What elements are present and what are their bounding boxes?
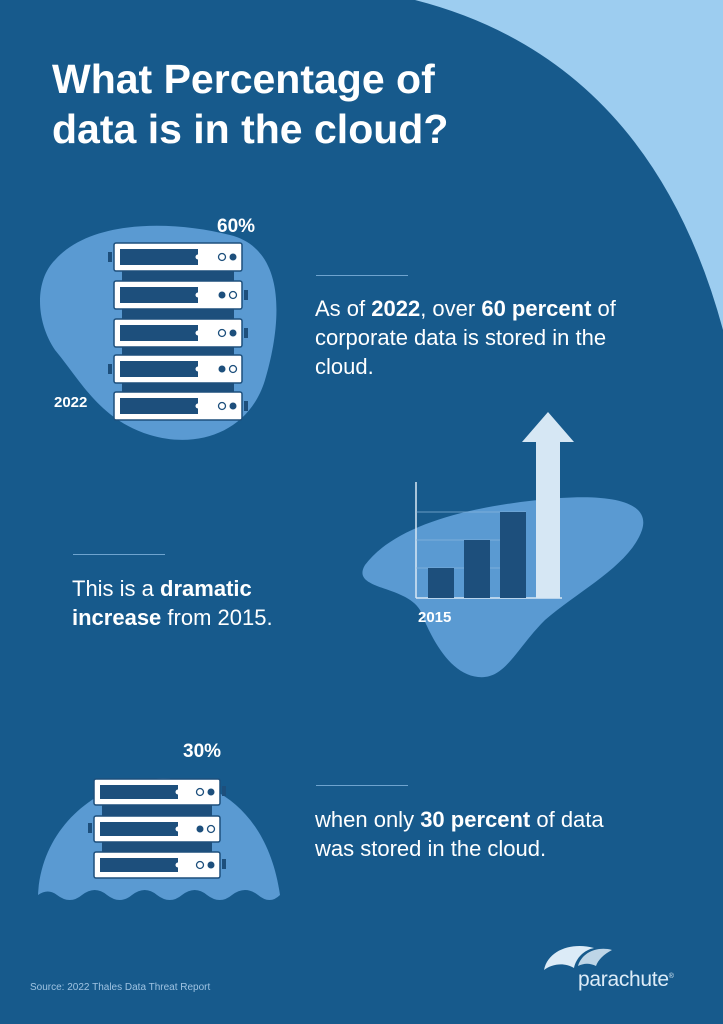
divider-increase [73, 554, 165, 555]
logo-registered-mark: ® [668, 973, 674, 980]
server-stack-2022 [108, 242, 248, 421]
text-increase: This is a dramatic increase from 2015. [72, 574, 322, 632]
text-2022-part: , over [420, 296, 482, 321]
text-2022-part: of corporate data is stored in the cloud… [315, 296, 616, 379]
text-2022-part: As of [315, 296, 372, 321]
year-label-2015-chart: 2015 [418, 609, 452, 626]
text-2015-bold-percent: 30 percent [420, 807, 531, 832]
text-2022-bold-percent: 60 percent [481, 296, 592, 321]
source-citation: Source: 2022 Thales Data Threat Report [30, 982, 211, 993]
server-stack-2015 [88, 778, 226, 879]
text-increase-bold: dramatic increase [72, 576, 252, 630]
divider-2022 [316, 275, 408, 276]
logo-name: parachute [578, 968, 669, 991]
year-label-2022: 2022 [54, 394, 88, 411]
growth-chart-icon [415, 412, 574, 599]
page-title: What Percentage of data is in the cloud? [52, 56, 449, 152]
percent-label-2022: 60% [217, 216, 256, 237]
text-2015-part: of data was stored in the cloud. [315, 807, 604, 861]
divider-2015 [316, 785, 408, 786]
text-2015: when only 30 percent of data was stored … [315, 805, 615, 863]
text-2022-bold-year: 2022 [371, 296, 421, 321]
text-increase-part: This is a [72, 576, 161, 601]
percent-label-2015: 30% [183, 741, 222, 762]
parachute-logo-text: parachute® [578, 968, 674, 992]
text-increase-part: from 2015. [161, 605, 273, 630]
text-2022: As of 2022, over 60 percent of corporate… [315, 294, 655, 381]
parachute-logo-icon [544, 946, 612, 970]
text-2015-part: when only [315, 807, 421, 832]
